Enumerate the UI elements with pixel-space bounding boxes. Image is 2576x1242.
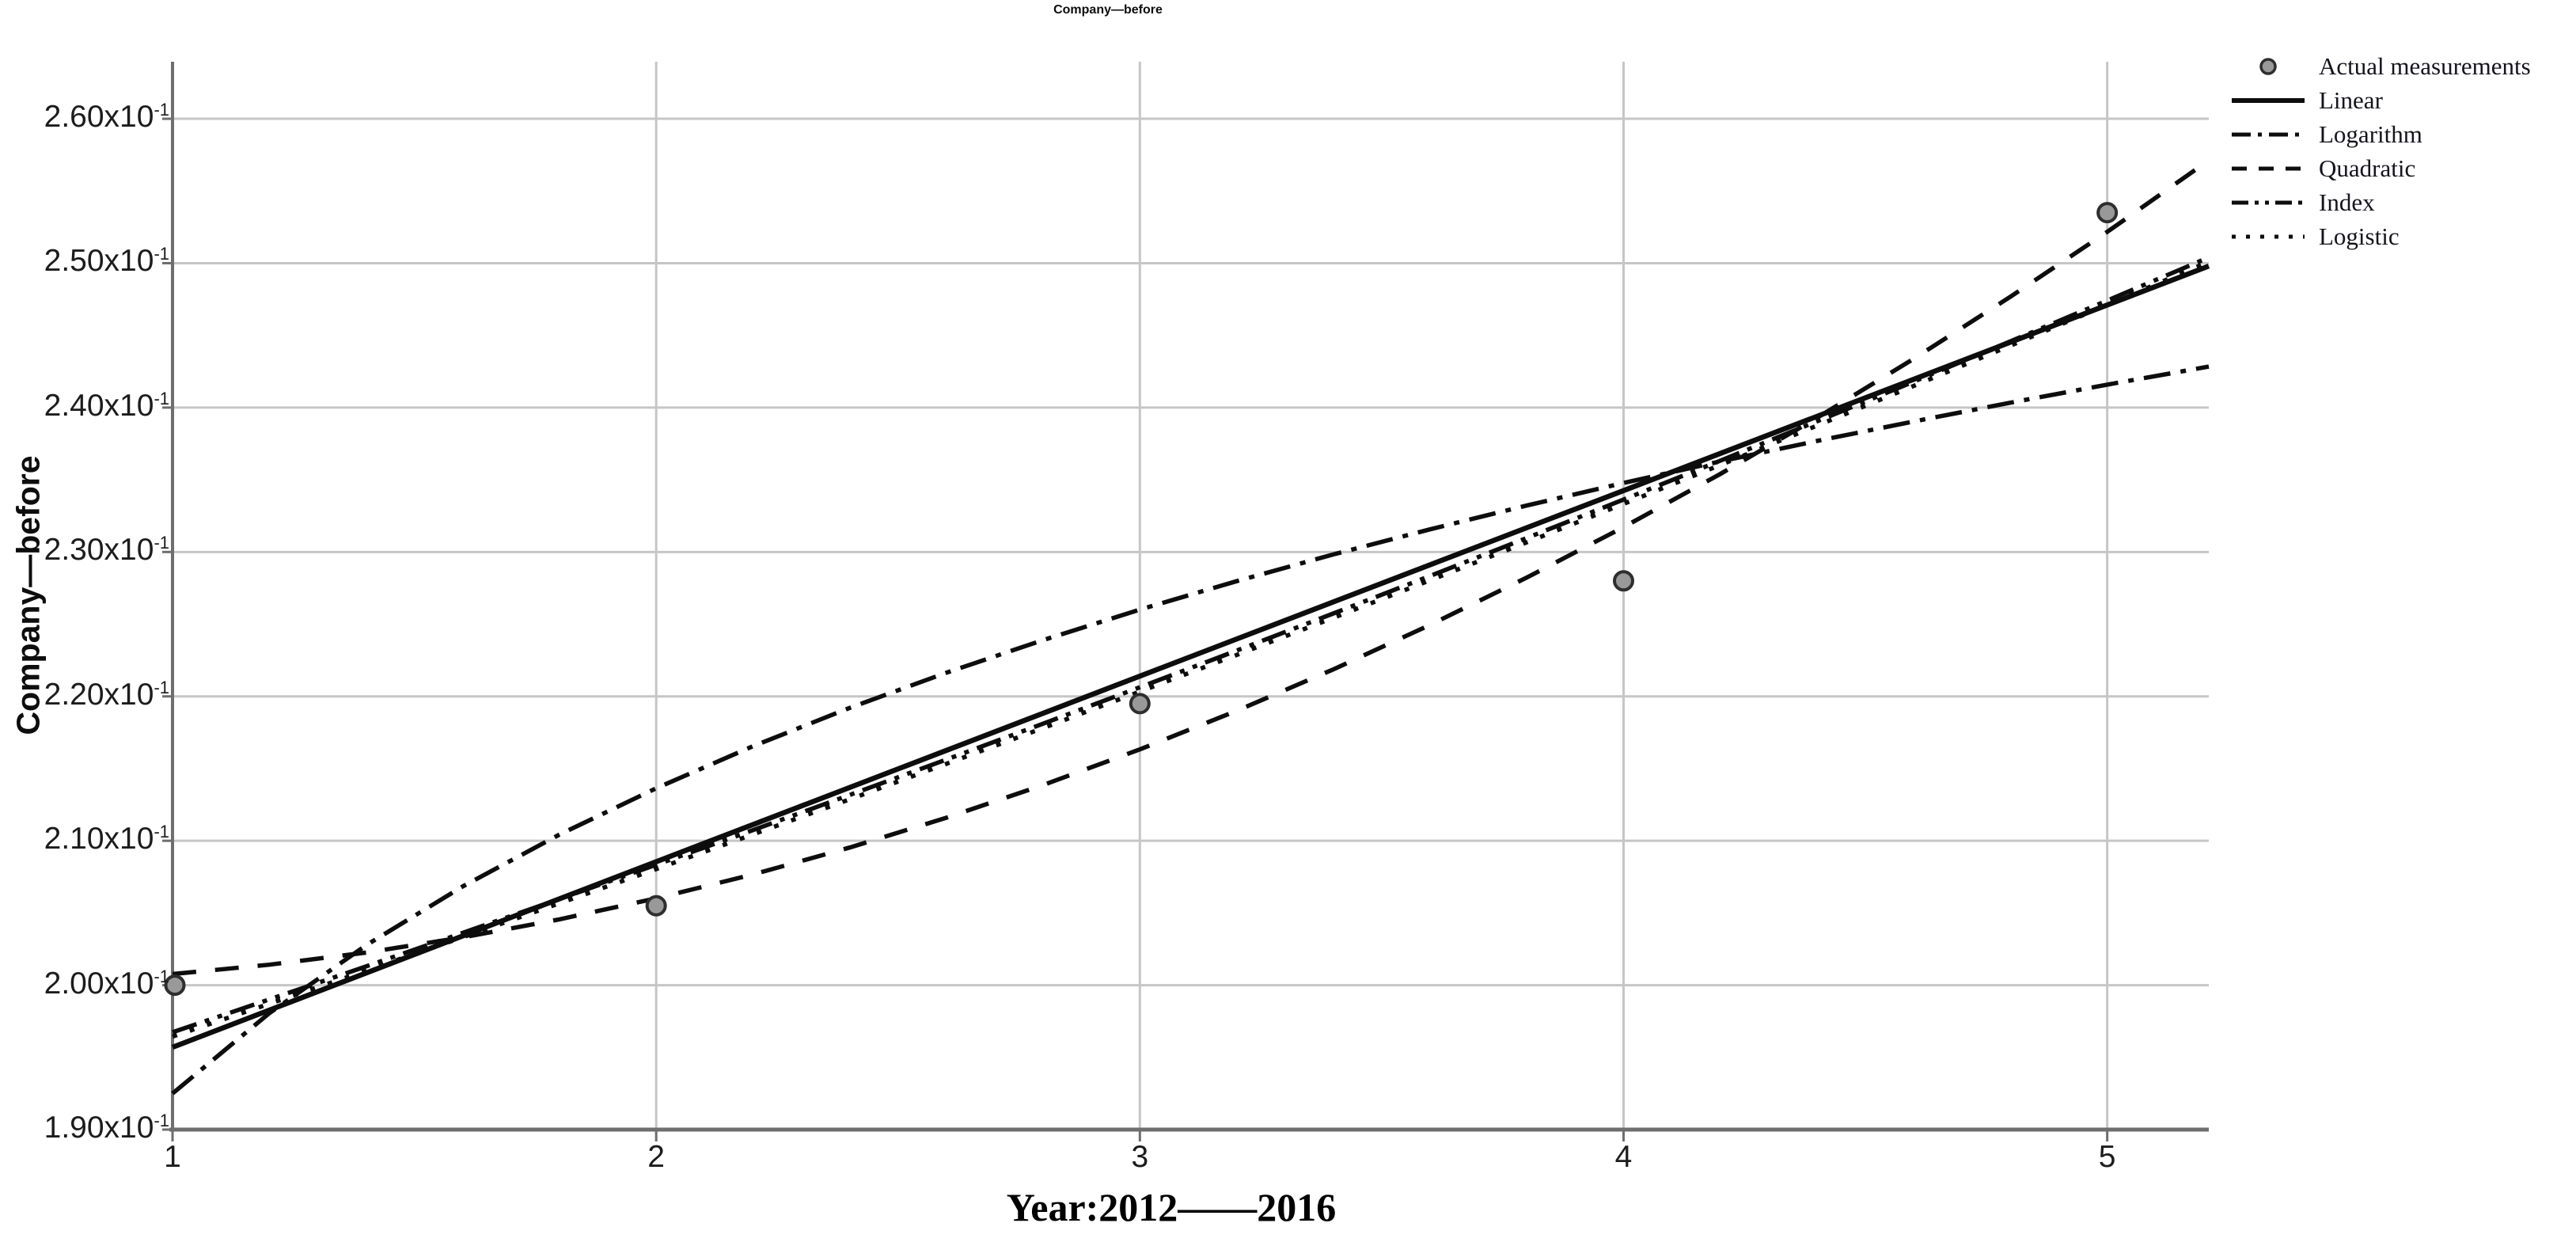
- y-tick-label: 2.00x10-1: [44, 966, 169, 1001]
- legend-item: Quadratic: [2230, 151, 2531, 185]
- data-point-1: [164, 974, 186, 997]
- legend-item: Linear: [2230, 83, 2531, 117]
- legend-line-icon: [2232, 166, 2305, 170]
- y-tick-label: 2.60x10-1: [44, 100, 169, 135]
- curve-logarithm: [171, 364, 2210, 1096]
- curve-logistic: [172, 260, 2210, 1039]
- y-tick-label: 1.90x10-1: [44, 1111, 169, 1145]
- chart-title: Company—before: [1053, 3, 1163, 17]
- legend-line-icon: [2232, 234, 2305, 238]
- x-tick-label: 2: [647, 1140, 666, 1174]
- y-tick-label: 2.10x10-1: [44, 822, 169, 856]
- legend-line-icon: [2232, 97, 2305, 103]
- curve-linear: [171, 264, 2210, 1050]
- legend-item-label: Logistic: [2319, 222, 2400, 250]
- y-tick-label: 2.20x10-1: [44, 677, 169, 712]
- data-point-2: [645, 894, 667, 917]
- legend-item-label: Logarithm: [2319, 120, 2422, 148]
- legend-item-label: Actual measurements: [2319, 51, 2531, 80]
- x-tick-label: 4: [1614, 1140, 1633, 1174]
- data-point-4: [1612, 570, 1634, 592]
- curve-quadratic: [172, 158, 2210, 977]
- x-axis-title: Year:2012——2016: [1006, 1185, 1337, 1229]
- y-tick-label: 2.30x10-1: [44, 533, 169, 568]
- x-tick-label: 1: [164, 1140, 181, 1174]
- legend-item-label: Quadratic: [2319, 154, 2416, 182]
- y-tick-label: 2.40x10-1: [44, 388, 169, 423]
- x-tick-label: 5: [2098, 1140, 2116, 1174]
- legend-marker-icon: [2259, 57, 2277, 75]
- y-tick-label: 2.50x10-1: [44, 244, 169, 279]
- legend-item: Logistic: [2230, 219, 2531, 253]
- legend-item-label: Linear: [2319, 85, 2383, 114]
- legend-item-label: Index: [2319, 188, 2375, 216]
- legend-item: Logarithm: [2230, 117, 2531, 151]
- data-point-3: [1129, 693, 1151, 715]
- legend-line-icon: [2232, 132, 2305, 136]
- legend: Actual measurements Linear Logarithm Quadra…: [2230, 49, 2531, 253]
- legend-item: Actual measurements: [2230, 49, 2531, 83]
- x-tick-label: 3: [1131, 1140, 1149, 1174]
- data-point-5: [2096, 202, 2119, 224]
- curve-index: [172, 255, 2210, 1035]
- legend-item: Index: [2230, 185, 2531, 219]
- legend-line-icon: [2232, 200, 2305, 204]
